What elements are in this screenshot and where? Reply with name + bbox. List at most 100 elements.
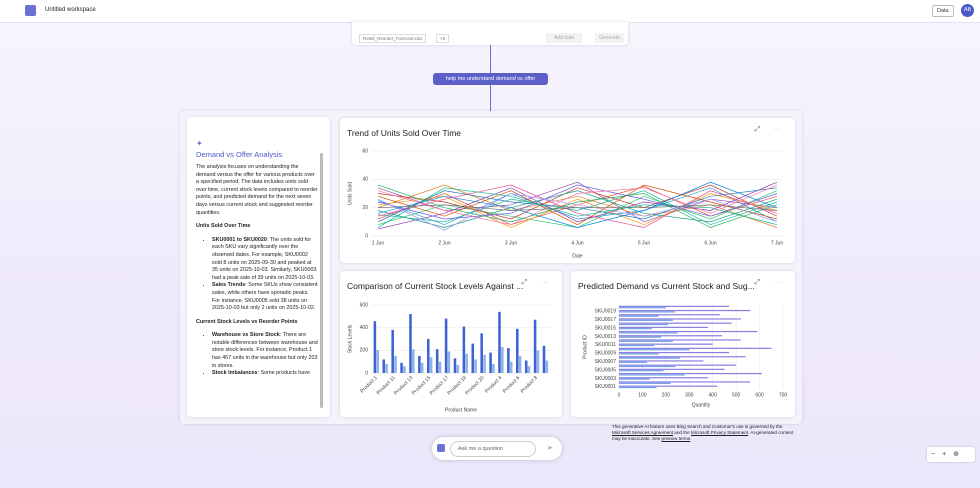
ask-input[interactable]: Ask me a question: [450, 441, 536, 457]
x-tick-label: 0: [618, 392, 621, 398]
zoom-controls[interactable]: −+⊕: [927, 447, 975, 462]
bar: [619, 332, 678, 334]
x-tick-label: Product 6: [502, 375, 522, 395]
bar: [619, 326, 709, 328]
line-series: [377, 184, 778, 226]
bar: [619, 368, 725, 370]
bar: [619, 364, 737, 366]
bar: [619, 322, 732, 324]
bar: [518, 356, 522, 373]
y-tick-label: SKU0017: [595, 317, 617, 323]
line-series: [377, 184, 778, 228]
y-tick-label: SKU0003: [595, 376, 617, 382]
bar: [418, 356, 421, 373]
link[interactable]: preview terms: [661, 436, 691, 441]
chart-title: Trend of Units Sold Over Time: [347, 128, 462, 138]
data-button[interactable]: Data: [932, 5, 954, 17]
prompt-chip[interactable]: help me understand demand vs offer: [433, 73, 548, 85]
section-heading: Units Sold Over Time: [196, 223, 251, 230]
disclaimer: This generative AI feature uses Bing Sea…: [612, 424, 798, 442]
ask-box[interactable]: Ask me a question ➤: [432, 437, 562, 460]
send-button[interactable]: ➤: [547, 445, 553, 452]
y-axis-label: Stock Levels: [347, 324, 353, 353]
bar: [619, 385, 718, 387]
x-tick-label: 600: [755, 392, 764, 398]
bullet-text: : There are notable differences between …: [212, 332, 318, 369]
bar: [619, 378, 650, 380]
line-series: [377, 184, 778, 226]
file-chip[interactable]: Retail_Reorder_Forecast.xlsx: [359, 34, 427, 43]
bar: [619, 343, 713, 345]
link[interactable]: Microsoft Privacy Statement: [690, 430, 749, 435]
bar: [619, 336, 662, 338]
avatar[interactable]: AB: [961, 4, 974, 17]
logo[interactable]: [25, 5, 36, 16]
bar: [619, 386, 657, 389]
bar: [516, 328, 519, 373]
bar: [403, 366, 406, 373]
bar: [420, 362, 424, 373]
chart-title: Predicted Demand vs Current Stock and Su…: [578, 281, 755, 291]
bar: [435, 349, 439, 373]
add-data-button[interactable]: Add data: [546, 33, 583, 43]
bar: [382, 359, 386, 373]
line-series: [377, 181, 778, 228]
chart-title: Comparison of Current Stock Levels Again…: [347, 281, 524, 291]
bar: [619, 323, 669, 326]
bar: [489, 352, 492, 373]
x-tick-label: 7 Jun: [771, 240, 783, 246]
x-tick-label: 5 Jun: [638, 240, 650, 246]
ask-placeholder: Ask me a question: [458, 446, 504, 452]
bar: [527, 366, 531, 373]
y-tick-label: SKU0013: [595, 334, 617, 340]
link[interactable]: Microsoft Services Agreement: [612, 430, 674, 435]
bar: [619, 328, 652, 330]
bar: [619, 344, 655, 347]
bar: [619, 311, 676, 313]
y-tick-label: 600: [360, 302, 369, 308]
bar: [453, 358, 457, 373]
chart-actions: ⤢ ⋯: [754, 126, 787, 133]
prompt-card: Retail_Reorder_Forecast.xlsx +2 Add data…: [352, 22, 628, 45]
bar-chart-card: Comparison of Current Stock Levels Again…: [340, 271, 562, 417]
bar: [619, 349, 690, 351]
bullet-lead: Warehouse vs Store Stock: [212, 332, 280, 339]
bar: [536, 350, 540, 373]
chart: 0 100 200 300 400 500 600 700 Quantity Product ID…: [582, 305, 787, 408]
line-series: [377, 190, 778, 226]
y-axis-label: Product ID: [582, 335, 588, 359]
x-axis-label: Quantity: [692, 402, 711, 408]
bar: [429, 357, 433, 373]
scrollbar[interactable]: [320, 153, 323, 408]
bar: [619, 361, 648, 363]
bar: [385, 363, 388, 373]
y-axis-label: Units Sold: [347, 182, 353, 205]
bullet-list: SKU0001 to SKU0020: The units sold for e…: [196, 237, 318, 313]
copilot-icon: [437, 444, 445, 452]
x-tick-label: 300: [685, 392, 694, 398]
bar: [619, 382, 671, 384]
line-series: [377, 181, 778, 230]
bar: [474, 359, 477, 373]
connector: [490, 45, 491, 73]
bar: [619, 353, 659, 355]
line-series: [377, 190, 778, 228]
y-tick-label: SKU0007: [595, 359, 617, 365]
more-files[interactable]: +2: [436, 34, 450, 43]
y-tick-label: 40: [362, 177, 368, 183]
generate-button[interactable]: Generate: [595, 33, 624, 43]
bar: [619, 315, 659, 317]
x-tick-label: 3 Jun: [505, 240, 517, 246]
disclaimer-text: and the: [673, 430, 691, 435]
bullet: SKU0001 to SKU0020: The units sold for e…: [212, 237, 318, 283]
x-tick-label: 6 Jun: [704, 240, 716, 246]
analysis-intro: The analysis focuses on understanding th…: [196, 164, 318, 216]
chart-actions: ⤢ ⋯: [521, 279, 554, 286]
analysis-panel: ✦ Demand vs Offer Analysis The analysis …: [187, 117, 330, 417]
line-series: [377, 204, 778, 211]
workspace-title[interactable]: Untitled workspace: [45, 7, 96, 13]
hbar-chart-card: Predicted Demand vs Current Stock and Su…: [571, 271, 795, 417]
bar: [412, 349, 415, 373]
chart: 0 20 40 60 Units Sold Date 1 Jun 2 Jun 3 Jun 4 Ju…: [347, 148, 783, 259]
bar: [394, 356, 397, 373]
